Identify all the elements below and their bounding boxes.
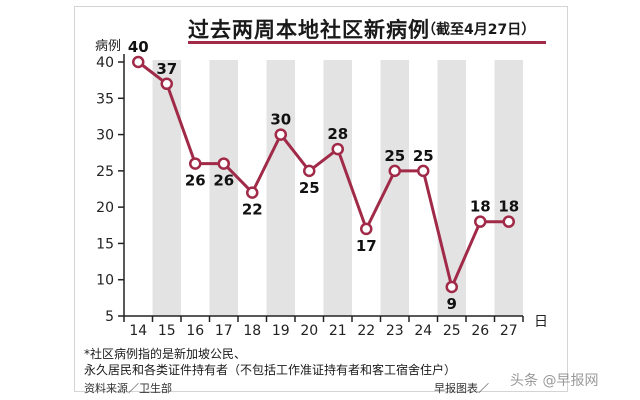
- x-tick-label: 20: [300, 323, 318, 339]
- background-band: [209, 60, 238, 316]
- data-label: 22: [242, 201, 263, 219]
- y-tick-label: 30: [96, 128, 114, 144]
- data-label: 18: [498, 198, 519, 216]
- chart-subtitle: （截至4月27日）: [422, 22, 536, 38]
- x-tick-label: 18: [243, 323, 261, 339]
- x-tick-label: 16: [186, 323, 204, 339]
- x-tick-label: 14: [129, 323, 147, 339]
- y-tick-label: 10: [96, 273, 114, 289]
- y-axis-label: 病例: [95, 39, 121, 54]
- data-label: 17: [356, 237, 377, 255]
- data-point: [445, 280, 458, 294]
- y-tick-label: 35: [96, 91, 114, 107]
- footnote-line-1: *社区病例指的是新加坡公民、: [84, 347, 247, 361]
- data-label: 25: [413, 147, 434, 165]
- x-tick-label: 24: [414, 323, 432, 339]
- data-point: [160, 77, 173, 91]
- title-underline: [188, 41, 546, 44]
- footnote-line-2: 永久居民和各类证件持有者（不包括工作准证持有者和客工宿舍住户）: [84, 363, 457, 377]
- data-point: [132, 55, 145, 69]
- data-point: [303, 164, 316, 178]
- x-tick-label: 19: [272, 323, 290, 339]
- data-source: 资料来源／卫生部: [84, 382, 172, 395]
- data-label: 18: [470, 198, 491, 216]
- data-point: [474, 215, 487, 228]
- x-tick-label: 27: [500, 323, 518, 339]
- data-point: [388, 164, 401, 178]
- data-point: [274, 128, 287, 141]
- data-label: 26: [185, 172, 206, 190]
- y-tick-label: 5: [105, 309, 114, 325]
- data-point: [417, 164, 430, 178]
- y-tick-label: 15: [96, 236, 114, 252]
- data-label: 25: [384, 147, 405, 165]
- chart-credit: 早报图表／: [434, 382, 489, 395]
- y-tick-label: 40: [96, 55, 114, 71]
- background-band: [437, 60, 466, 316]
- data-label: 9: [447, 295, 457, 313]
- data-point: [360, 222, 373, 236]
- background-band: [323, 60, 352, 316]
- x-axis-label: 日: [534, 314, 548, 330]
- background-band: [152, 60, 181, 316]
- data-label: 26: [213, 172, 234, 190]
- x-tick-label: 26: [471, 323, 489, 339]
- x-tick-label: 23: [386, 323, 404, 339]
- y-tick-label: 20: [96, 200, 114, 216]
- background-band: [266, 60, 295, 316]
- chart-header: 过去两周本地社区新病例 （截至4月27日）: [188, 14, 544, 46]
- data-label: 40: [128, 38, 149, 56]
- data-point: [217, 157, 230, 170]
- x-tick-label: 17: [215, 323, 233, 339]
- data-label: 28: [327, 125, 348, 143]
- y-tick-label: 25: [96, 164, 114, 180]
- background-band: [494, 60, 523, 316]
- chart-title: 过去两周本地社区新病例: [188, 18, 430, 42]
- data-label: 30: [270, 111, 291, 129]
- x-tick-label: 15: [158, 323, 176, 339]
- data-point: [331, 142, 344, 156]
- data-point: [189, 157, 202, 170]
- data-point: [502, 215, 515, 228]
- watermark: 头条 @早报网: [510, 373, 599, 389]
- x-tick-label: 25: [443, 323, 461, 339]
- x-tick-label: 21: [329, 323, 347, 339]
- x-tick-label: 22: [357, 323, 375, 339]
- data-label: 37: [156, 60, 177, 78]
- data-label: 25: [299, 179, 320, 197]
- data-point: [246, 186, 259, 199]
